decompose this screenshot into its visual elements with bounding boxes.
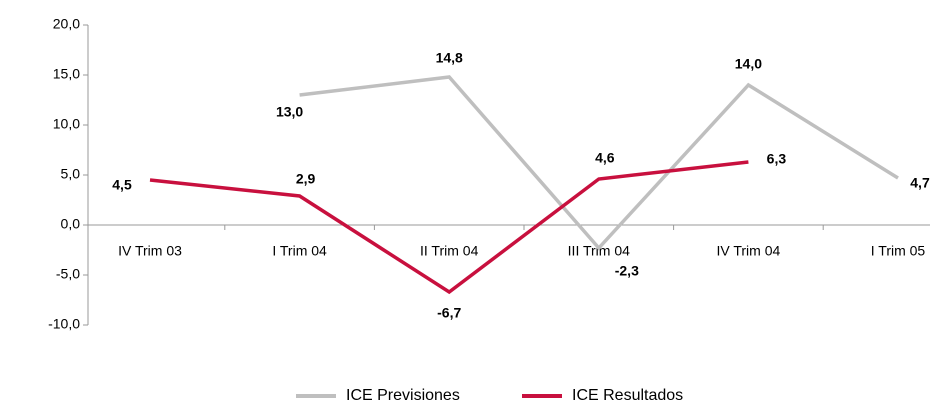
y-tick-label: 15,0 xyxy=(53,66,80,82)
series-line xyxy=(149,160,749,295)
data-label: 14,0 xyxy=(735,56,762,72)
x-tick-label: IV Trim 04 xyxy=(717,243,781,259)
data-label: 14,8 xyxy=(436,50,463,66)
x-tick-label: I Trim 05 xyxy=(871,243,926,259)
y-tick-label: 10,0 xyxy=(53,116,80,132)
x-tick-label: IV Trim 03 xyxy=(118,243,182,259)
y-tick-label: -10,0 xyxy=(48,316,80,332)
data-label: 2,9 xyxy=(296,171,316,187)
x-tick-label: III Trim 04 xyxy=(568,243,630,259)
data-label: 4,5 xyxy=(112,177,132,193)
y-tick-label: 20,0 xyxy=(53,16,80,32)
data-label: -6,7 xyxy=(437,305,461,321)
series-line xyxy=(299,75,899,251)
x-tick-label: II Trim 04 xyxy=(420,243,479,259)
y-tick-label: 0,0 xyxy=(61,216,81,232)
data-label: 4,6 xyxy=(595,150,615,166)
y-tick-label: -5,0 xyxy=(56,266,80,282)
x-tick-label: I Trim 04 xyxy=(272,243,327,259)
data-label: 13,0 xyxy=(276,104,303,120)
data-label: 6,3 xyxy=(767,151,787,167)
data-label: 4,7 xyxy=(910,175,930,191)
legend-label: ICE Resultados xyxy=(572,387,683,404)
y-tick-label: 5,0 xyxy=(61,166,81,182)
data-label: -2,3 xyxy=(615,263,639,279)
legend-label: ICE Previsiones xyxy=(346,387,460,404)
